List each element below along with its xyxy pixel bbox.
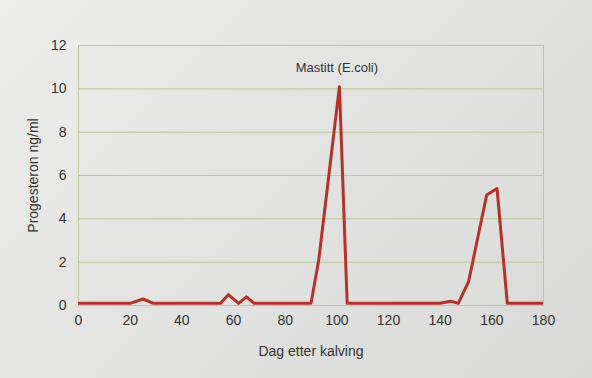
svg-text:0: 0 (59, 297, 67, 313)
svg-text:10: 10 (51, 80, 67, 96)
svg-text:180: 180 (532, 312, 556, 328)
svg-text:40: 40 (174, 312, 190, 328)
svg-text:20: 20 (122, 312, 138, 328)
svg-text:160: 160 (480, 312, 504, 328)
svg-text:Dag etter kalving: Dag etter kalving (258, 343, 363, 359)
svg-text:120: 120 (377, 312, 401, 328)
svg-text:60: 60 (226, 312, 242, 328)
svg-text:8: 8 (59, 124, 67, 140)
svg-text:0: 0 (75, 312, 83, 328)
svg-text:6: 6 (59, 167, 67, 183)
svg-text:4: 4 (59, 210, 67, 226)
svg-text:80: 80 (277, 312, 293, 328)
svg-text:Progesteron ng/ml: Progesteron ng/ml (25, 118, 41, 232)
svg-text:100: 100 (325, 312, 349, 328)
svg-text:12: 12 (51, 37, 67, 53)
svg-text:140: 140 (428, 312, 452, 328)
svg-text:Mastitt (E.coli): Mastitt (E.coli) (296, 60, 378, 75)
svg-text:2: 2 (59, 254, 67, 270)
